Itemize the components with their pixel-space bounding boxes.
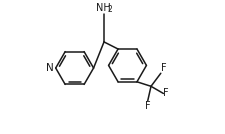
Text: N: N — [46, 63, 54, 73]
Text: 2: 2 — [108, 5, 113, 14]
Text: NH: NH — [96, 3, 111, 13]
Text: F: F — [145, 101, 151, 111]
Text: F: F — [161, 63, 166, 73]
Text: F: F — [163, 88, 169, 98]
